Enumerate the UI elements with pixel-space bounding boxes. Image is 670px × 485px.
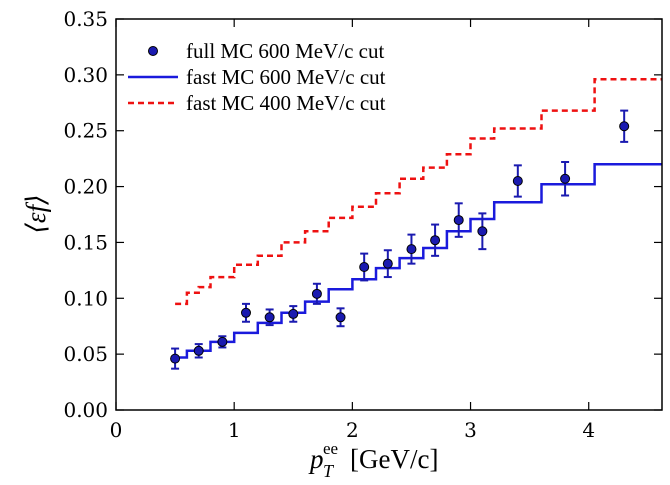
y-tick-label: 0.35 — [63, 7, 108, 31]
data-point — [453, 215, 464, 226]
series-line-1 — [175, 162, 662, 359]
legend-label-fast-mc-600: fast MC 600 MeV/c cut — [186, 65, 386, 89]
x-axis-label-main: p — [308, 444, 324, 474]
data-point — [406, 244, 417, 255]
x-tick-label: 4 — [582, 418, 595, 442]
legend-label-fast-mc-400: fast MC 400 MeV/c cut — [186, 91, 386, 115]
data-point — [311, 288, 322, 299]
y-tick-label: 0.15 — [63, 230, 108, 254]
legend-marker-full-mc — [148, 46, 158, 56]
y-axis-label: ⟨εf⟩ — [21, 194, 51, 233]
data-point — [382, 258, 393, 269]
data-point — [170, 353, 181, 364]
x-axis-label-sup: ee — [323, 439, 338, 458]
y-tick-label: 0.30 — [63, 63, 108, 87]
x-axis-label: p T ee [GeV/c] — [308, 439, 438, 481]
y-tick-label: 0.25 — [63, 119, 108, 143]
data-point — [335, 312, 346, 323]
x-tick-label: 1 — [228, 418, 241, 442]
x-axis-label-unit: [GeV/c] — [350, 444, 438, 474]
data-point — [430, 235, 441, 246]
data-point — [264, 312, 275, 323]
series-line-2 — [175, 78, 662, 306]
data-point — [560, 173, 571, 184]
y-tick-label: 0.05 — [63, 342, 108, 366]
data-point — [619, 121, 630, 132]
ticks-layer: 0 1 2 3 4 0.00 0.05 0.10 0.15 0.20 0.25 0.30 0.35 — [63, 7, 662, 442]
x-tick-label: 0 — [110, 418, 123, 442]
legend: full MC 600 MeV/c cut fast MC 600 MeV/c … — [128, 39, 386, 115]
data-point — [477, 226, 488, 237]
data-point — [241, 307, 251, 318]
legend-label-full-mc: full MC 600 MeV/c cut — [186, 39, 384, 63]
plot-frame — [115, 18, 663, 411]
x-tick-label: 3 — [464, 418, 477, 442]
series-layer — [170, 78, 662, 370]
x-axis-label-sub: T — [323, 461, 335, 481]
data-point — [193, 345, 204, 356]
y-tick-label: 0.00 — [63, 398, 108, 422]
y-tick-label: 0.10 — [63, 286, 108, 310]
data-point — [288, 308, 299, 319]
y-tick-label: 0.20 — [63, 175, 108, 199]
data-point — [512, 175, 523, 186]
data-point — [359, 262, 370, 273]
data-point — [217, 336, 228, 347]
x-tick-label: 2 — [346, 418, 359, 442]
